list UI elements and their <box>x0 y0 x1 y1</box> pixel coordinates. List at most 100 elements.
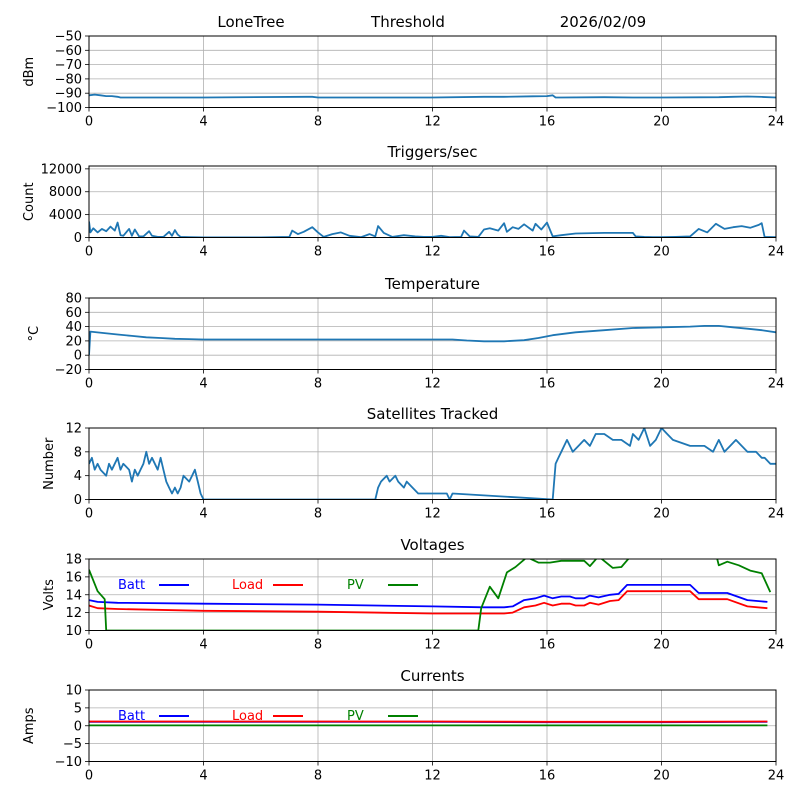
x-tick-label: 0 <box>85 245 93 260</box>
x-tick-label: 16 <box>539 507 556 522</box>
y-tick-label: −50 <box>55 30 82 45</box>
legend-label-load: Load <box>232 578 263 593</box>
panel-title: Temperature <box>384 275 480 293</box>
x-tick-label: 12 <box>424 245 441 260</box>
x-tick-label: 8 <box>314 507 322 522</box>
x-tick-label: 4 <box>199 638 207 653</box>
x-tick-label: 12 <box>424 638 441 653</box>
x-tick-label: 0 <box>85 377 93 392</box>
y-tick-label: 10 <box>65 624 82 639</box>
y-tick-label: 12000 <box>41 162 82 177</box>
x-tick-label: 20 <box>653 769 670 784</box>
legend-label-batt: Batt <box>118 578 145 593</box>
legend-label-load: Load <box>232 709 263 724</box>
y-tick-label: 0 <box>74 231 82 246</box>
x-tick-label: 4 <box>199 507 207 522</box>
y-tick-label: 10 <box>65 684 82 699</box>
y-tick-label: −80 <box>55 72 82 87</box>
y-tick-label: 4000 <box>49 208 82 223</box>
date-label: 2026/02/09 <box>560 13 646 31</box>
y-tick-label: 20 <box>65 334 82 349</box>
y-tick-label: −90 <box>55 87 82 102</box>
panel-title: Satellites Tracked <box>367 405 498 423</box>
panel-voltages: 0 4 8 12 16 20 24 10 12 14 16 18 Voltages Volts Batt Lo… <box>42 536 784 653</box>
x-tick-label: 24 <box>768 115 785 130</box>
x-tick-label: 0 <box>85 769 93 784</box>
panel-title: Voltages <box>400 536 464 554</box>
x-tick-label: 12 <box>424 769 441 784</box>
x-tick-label: 4 <box>199 115 207 130</box>
series-line-pv <box>89 559 772 631</box>
x-tick-label: 20 <box>653 377 670 392</box>
series-line-signal <box>89 93 776 99</box>
x-tick-label: 20 <box>653 507 670 522</box>
x-tick-label: 8 <box>314 245 322 260</box>
y-tick-label: 18 <box>65 553 82 568</box>
x-tick-label: 16 <box>539 115 556 130</box>
x-tick-label: 8 <box>314 769 322 784</box>
panel-title: Currents <box>400 667 464 685</box>
x-tick-label: 24 <box>768 245 785 260</box>
legend-label-pv: PV <box>347 578 364 593</box>
y-tick-label: −70 <box>55 58 82 73</box>
x-tick-label: 8 <box>314 115 322 130</box>
y-tick-label: 5 <box>74 701 82 716</box>
x-tick-label: 4 <box>199 245 207 260</box>
series-line-satellites <box>89 428 776 500</box>
x-tick-label: 12 <box>424 115 441 130</box>
x-tick-label: 0 <box>85 115 93 130</box>
x-tick-label: 4 <box>199 377 207 392</box>
x-tick-label: 8 <box>314 638 322 653</box>
y-tick-label: 80 <box>65 292 82 307</box>
y-tick-label: 12 <box>65 606 82 621</box>
series-line-batt <box>89 584 768 609</box>
series-line-load <box>89 590 768 615</box>
x-tick-label: 16 <box>539 769 556 784</box>
y-tick-label: −60 <box>55 44 82 59</box>
y-tick-label: 0 <box>74 349 82 364</box>
x-tick-label: 16 <box>539 377 556 392</box>
station-name: LoneTree <box>217 13 284 31</box>
x-tick-label: 20 <box>653 115 670 130</box>
x-tick-label: 12 <box>424 507 441 522</box>
x-tick-label: 16 <box>539 245 556 260</box>
y-tick-label: 8 <box>74 445 82 460</box>
y-axis-label: Count <box>22 182 37 221</box>
panel-satellites-tracked: 0 4 8 12 16 20 24 0 4 8 12 Satellites Tracked Number <box>42 405 784 522</box>
y-axis-label: °C <box>27 326 42 342</box>
x-tick-label: 4 <box>199 769 207 784</box>
series-line-temperature <box>89 324 776 356</box>
x-tick-label: 16 <box>539 638 556 653</box>
x-tick-label: 24 <box>768 638 785 653</box>
panel-currents: 0 4 8 12 16 20 24 −10 −5 0 5 10 Currents Amps Batt Load… <box>22 667 784 784</box>
x-tick-label: 24 <box>768 507 785 522</box>
y-tick-label: 8000 <box>49 185 82 200</box>
y-tick-label: 60 <box>65 306 82 321</box>
x-tick-label: 24 <box>768 769 785 784</box>
y-tick-label: 12 <box>65 422 82 437</box>
y-tick-label: 16 <box>65 570 82 585</box>
legend-label-pv: PV <box>347 709 364 724</box>
y-tick-label: −10 <box>55 755 82 770</box>
y-tick-label: 0 <box>74 719 82 734</box>
y-axis-label: Number <box>42 437 57 490</box>
x-tick-label: 20 <box>653 245 670 260</box>
x-tick-label: 0 <box>85 638 93 653</box>
x-tick-label: 8 <box>314 377 322 392</box>
panel-triggers-sec: 0 4 8 12 16 20 24 0 4000 8000 12000 Triggers/sec Cou… <box>22 143 784 260</box>
mode-label: Threshold <box>370 13 445 31</box>
legend-label-batt: Batt <box>118 709 145 724</box>
x-tick-label: 0 <box>85 507 93 522</box>
x-tick-label: 12 <box>424 377 441 392</box>
y-tick-label: 0 <box>74 493 82 508</box>
x-tick-label: 24 <box>768 377 785 392</box>
y-tick-label: −20 <box>55 363 82 378</box>
y-axis-label: Volts <box>42 579 57 611</box>
y-tick-label: −5 <box>63 737 82 752</box>
panel-title: Triggers/sec <box>387 143 478 161</box>
y-axis-label: Amps <box>22 707 37 744</box>
